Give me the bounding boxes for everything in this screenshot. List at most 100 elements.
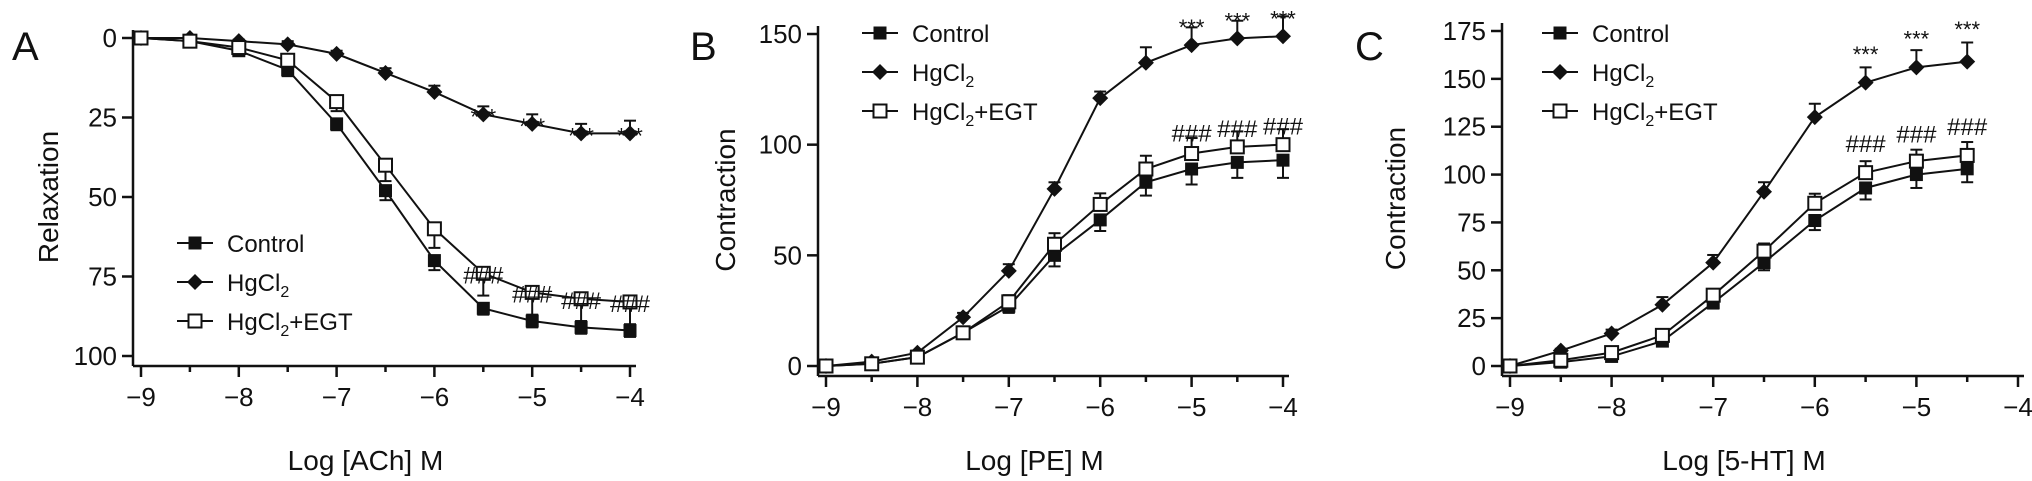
data-point [476, 301, 490, 315]
legend-entry: Control [1592, 21, 1669, 48]
y-tick-label: 50 [1457, 255, 1486, 285]
data-point [1275, 137, 1291, 153]
data-point [1808, 214, 1822, 228]
significance-marker: *** [568, 123, 594, 148]
data-point [328, 45, 345, 62]
x-axis-label: Log [ACh] M [288, 445, 444, 476]
data-point [133, 30, 149, 46]
data-point [182, 33, 198, 49]
series-line [825, 35, 1284, 367]
hash-marker: ### [512, 281, 553, 308]
y-tick-label: 50 [88, 182, 117, 212]
significance-marker: *** [617, 123, 643, 148]
data-point [1603, 325, 1620, 342]
series-hgcl2 [133, 30, 638, 142]
data-point [1858, 165, 1874, 181]
legend: Control HgCl2 HgCl2+EGT [862, 21, 1038, 130]
data-point [279, 36, 296, 53]
data-point [1908, 153, 1924, 169]
data-point [1553, 352, 1569, 368]
series-hgcl2 [818, 15, 1291, 374]
y-axis-label: Relaxation [33, 131, 64, 263]
legend-marker [187, 274, 203, 290]
series-hgcl2-egt [1502, 141, 1975, 374]
data-point [1908, 59, 1925, 76]
data-point [1048, 248, 1061, 262]
x-tick-label: −8 [224, 382, 254, 412]
data-point [909, 349, 925, 365]
legend: Control HgCl2 HgCl2+EGT [1542, 21, 1718, 130]
data-point [1604, 345, 1620, 361]
x-tick-label: −4 [615, 382, 645, 412]
legend-entry: HgCl2+EGT [912, 99, 1038, 130]
legend-marker [1552, 103, 1568, 119]
data-point [1859, 181, 1873, 195]
hash-marker: ### [1947, 114, 1988, 141]
legend-marker [188, 236, 202, 250]
significance-marker: *** [1904, 27, 1930, 52]
data-point [955, 309, 972, 326]
hash-marker: ### [1172, 120, 1213, 147]
data-point [231, 40, 247, 56]
data-point [1092, 196, 1108, 212]
x-tick-label: −8 [1597, 392, 1627, 422]
data-point [1001, 294, 1017, 310]
x-tick-label: −6 [1085, 392, 1115, 422]
x-tick-label: −5 [1177, 392, 1207, 422]
y-axis-label: Contraction [1380, 127, 1411, 270]
data-point [1806, 109, 1823, 126]
y-tick-label: 25 [88, 103, 117, 133]
y-axis-label: Contraction [710, 128, 741, 271]
panel-b: B −9 −8 −7 −6 −5 −4 0 50 100 150 Log [PE] M Contract… [690, 6, 1304, 476]
data-point [1502, 358, 1518, 374]
panel-label: B [690, 25, 717, 69]
series-control [1503, 162, 1974, 373]
data-point [1230, 155, 1244, 169]
x-tick-label: −4 [2003, 392, 2032, 422]
series-hgcl2-egt [818, 128, 1291, 374]
data-point [1705, 254, 1722, 271]
data-point [955, 325, 971, 341]
data-point [623, 324, 637, 338]
legend-marker [872, 64, 888, 80]
data-point [574, 320, 588, 334]
legend-marker [872, 103, 888, 119]
panel-label: C [1355, 25, 1384, 69]
hash-marker: ### [1263, 114, 1304, 141]
data-point [622, 294, 638, 310]
legend-entry: HgCl2 [912, 60, 974, 91]
y-tick-label: 175 [1443, 16, 1486, 46]
y-tick-label: 100 [74, 341, 117, 371]
data-point [427, 254, 441, 268]
y-tick-label: 125 [1443, 112, 1486, 142]
x-tick-label: −9 [811, 392, 841, 422]
data-point [622, 125, 638, 142]
data-point [1705, 287, 1721, 303]
data-point [1185, 162, 1199, 176]
legend-marker [873, 26, 887, 40]
y-tick-label: 25 [1457, 303, 1486, 333]
legend-marker [1552, 64, 1568, 80]
panel-c: C −9 −8 −7 −6 −5 −4 0 25 50 75 100 125 150 175 Log [5-H… [1355, 16, 2032, 476]
y-tick-label: 0 [103, 23, 117, 53]
data-point [573, 291, 589, 307]
legend-marker [187, 313, 203, 329]
data-point [475, 265, 491, 281]
legend-marker [1553, 26, 1567, 40]
y-tick-label: 150 [759, 19, 802, 49]
data-point [1756, 243, 1772, 259]
y-tick-label: 100 [759, 130, 802, 160]
series-line [1509, 167, 1968, 367]
data-point [1756, 183, 1772, 200]
data-point [1857, 74, 1874, 91]
data-point [379, 184, 392, 198]
data-point [329, 94, 345, 110]
data-point [818, 358, 834, 374]
panel-a: A −9 −8 −7 −6 −5 −4 0 25 50 75 100 Log [ACh] M Relaxa… [12, 23, 651, 476]
data-point [1909, 168, 1923, 182]
data-point [1229, 139, 1245, 155]
legend-entry: Control [912, 21, 989, 48]
x-tick-label: −7 [322, 382, 352, 412]
data-point [1138, 161, 1154, 177]
